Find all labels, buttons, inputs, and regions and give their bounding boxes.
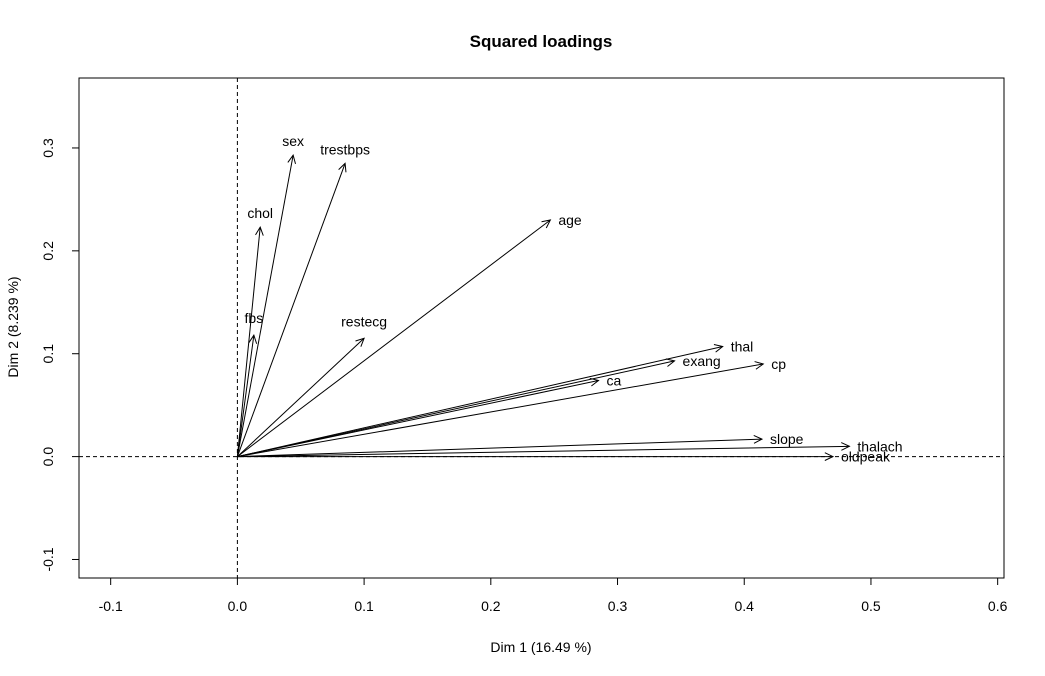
- variable-label: sex: [282, 133, 304, 149]
- arrow-head-slope: [753, 435, 764, 444]
- plot-frame: [78, 77, 1005, 579]
- arrow-head-exang: [665, 358, 676, 367]
- loading-arrow-ca: [237, 379, 599, 458]
- y-tick-label: 0.2: [40, 241, 56, 261]
- plot-area: -0.1 0.0 0.1 0.2 0.3 0.4 0.5 0.6 -0.1 0.0 0.1 0.2 0.…: [40, 77, 1008, 614]
- loading-arrow-thal: [237, 346, 723, 458]
- arrow-head-cp: [754, 361, 765, 370]
- arrow-head-oldpeak: [824, 452, 835, 461]
- loading-arrow-slope: [237, 438, 762, 458]
- arrow-head-restecg: [355, 337, 365, 347]
- arrow-head-sex: [287, 154, 296, 164]
- variable-label: slope: [770, 431, 804, 447]
- x-tick-label: 0.0: [228, 598, 248, 614]
- loading-arrow-cp: [237, 363, 764, 458]
- loading-arrow-trestbps: [236, 163, 346, 457]
- x-tick-label: 0.1: [354, 598, 374, 614]
- loading-arrow-fbs: [236, 335, 255, 457]
- loading-arrow-exang: [237, 360, 675, 458]
- loading-arrow-restecg: [237, 337, 365, 457]
- arrow-head-ca: [589, 377, 600, 387]
- x-tick-label: -0.1: [99, 598, 123, 614]
- x-tick-label: 0.3: [608, 598, 628, 614]
- variable-label: restecg: [341, 313, 387, 329]
- x-tick-label: 0.4: [735, 598, 755, 614]
- variable-label: age: [558, 212, 582, 228]
- loading-arrow-sex: [236, 155, 294, 457]
- variable-label: thalach: [857, 438, 902, 454]
- x-tick-label: 0.2: [481, 598, 501, 614]
- chart-title: Squared loadings: [470, 32, 613, 51]
- variable-label: cp: [771, 356, 786, 372]
- variable-label: fbs: [245, 310, 264, 326]
- arrow-head-thalach: [841, 442, 851, 451]
- arrow-head-fbs: [248, 334, 258, 344]
- x-tick-label: 0.5: [861, 598, 881, 614]
- y-tick-label: -0.1: [40, 547, 56, 571]
- arrow-head-chol: [255, 226, 264, 236]
- variable-label: oldpeak: [841, 449, 891, 465]
- arrow-head-trestbps: [338, 162, 347, 173]
- variable-label: ca: [607, 372, 622, 388]
- variable-label: chol: [247, 205, 273, 221]
- loading-arrow-chol: [236, 227, 261, 457]
- arrow-head-age: [541, 219, 552, 229]
- loading-arrow-thalach: [237, 445, 850, 458]
- y-axis-title: Dim 2 (8.239 %): [5, 276, 21, 377]
- arrow-head-thal: [713, 344, 724, 353]
- y-tick-label: 0.1: [40, 344, 56, 364]
- variable-label: exang: [683, 353, 721, 369]
- y-tick-label: 0.3: [40, 138, 56, 158]
- variable-label: trestbps: [320, 141, 370, 157]
- variable-label: thal: [731, 339, 754, 355]
- loading-arrow-age: [237, 219, 551, 457]
- y-tick-label: 0.0: [40, 447, 56, 467]
- x-tick-label: 0.6: [988, 598, 1008, 614]
- x-axis-title: Dim 1 (16.49 %): [490, 639, 591, 655]
